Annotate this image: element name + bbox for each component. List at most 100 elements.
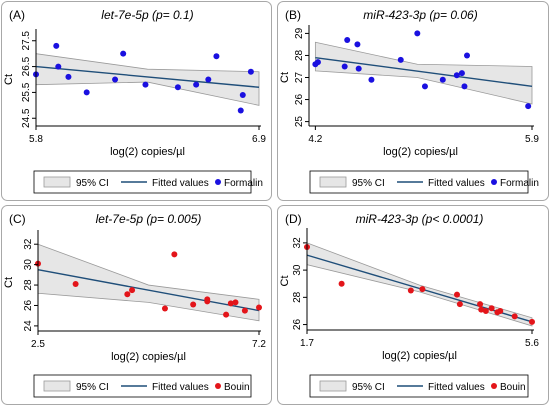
data-point <box>456 301 463 308</box>
data-point <box>205 76 212 83</box>
data-point <box>511 313 518 320</box>
data-point <box>53 42 60 49</box>
data-point <box>190 301 197 308</box>
x-tick-label: 5.9 <box>525 134 539 145</box>
data-point <box>232 299 239 306</box>
legend-ci-swatch <box>319 380 347 392</box>
data-point <box>142 81 149 88</box>
legend-ci-label: 95% CI <box>76 382 109 393</box>
data-point <box>227 300 234 307</box>
data-point <box>355 65 362 72</box>
panel-letter: (D) <box>285 212 302 226</box>
data-point <box>419 286 426 293</box>
x-tick-label: 1.7 <box>300 338 314 349</box>
data-point <box>83 89 90 96</box>
legend-ci-label: 95% CI <box>352 178 385 189</box>
y-tick-label: 26 <box>23 299 34 311</box>
data-point <box>204 296 211 303</box>
x-axis-label: log(2) copies/µl <box>383 146 458 158</box>
data-point <box>223 311 230 318</box>
data-point <box>368 76 375 83</box>
y-tick-label: 26.5 <box>21 56 32 76</box>
data-point <box>497 307 504 314</box>
data-point <box>72 281 79 288</box>
data-point <box>397 56 404 63</box>
chart-title: miR-423-3p (p= 0.06) <box>363 8 477 22</box>
y-tick-label: 32 <box>23 238 34 250</box>
panel-frame <box>1 1 272 201</box>
y-tick-label: 29 <box>294 27 305 39</box>
data-point <box>341 63 348 70</box>
y-tick-label: 27 <box>294 72 305 84</box>
data-point <box>239 92 246 98</box>
y-tick-label: 30 <box>23 259 34 271</box>
legend: 95% CI Fitted values Formalin <box>33 170 263 194</box>
legend-ci-swatch <box>43 380 71 392</box>
data-point <box>314 59 321 66</box>
legend-fit-label: Fitted values <box>428 382 485 393</box>
legend-ci-swatch <box>43 176 71 188</box>
y-tick-label: 28 <box>23 279 34 291</box>
chart-panel-2: (B) miR-423-3p (p= 0.06) 25 26 27 28 29 4.2 5.9 C… <box>277 1 549 201</box>
data-point <box>407 287 414 294</box>
data-point <box>488 305 495 312</box>
legend: 95% CI Fitted values Bouin <box>33 374 252 398</box>
legend-point-swatch <box>215 179 221 185</box>
data-point <box>525 103 532 110</box>
y-tick-label: 30 <box>292 264 303 276</box>
y-axis-label: Ct <box>3 277 15 288</box>
fitted-line <box>315 56 533 88</box>
chart-panel-4: (D) miR-423-3p (p< 0.0001) 26 28 30 32 1.7 5.6 C… <box>277 205 549 405</box>
data-point <box>241 307 248 314</box>
data-point <box>344 37 351 44</box>
legend: 95% CI Fitted values Bouin <box>309 374 529 398</box>
data-point <box>529 318 535 325</box>
data-point <box>247 68 254 75</box>
legend-point-swatch <box>215 383 221 389</box>
data-point <box>55 63 62 70</box>
chart-title: miR-423-3p (p< 0.0001) <box>356 212 484 226</box>
data-point <box>477 301 484 308</box>
x-axis-label: log(2) copies/µl <box>382 350 457 362</box>
legend-ci-swatch <box>319 176 347 188</box>
y-axis-label: Ct <box>3 74 15 85</box>
x-tick-label: 5.6 <box>525 338 539 349</box>
panel-letter: (A) <box>9 8 25 22</box>
data-point <box>256 304 262 311</box>
x-axis-label: log(2) copies/µl <box>111 351 186 363</box>
legend-ci-label: 95% CI <box>76 178 109 189</box>
x-axis-label: log(2) copies/µl <box>110 146 185 158</box>
data-point <box>124 291 131 298</box>
legend: 95% CI Fitted values Formalin <box>309 170 539 194</box>
fitted-line <box>35 65 260 88</box>
chart-title: let-7e-5p (p= 0.005) <box>96 212 202 226</box>
data-point <box>439 76 446 83</box>
panel-letter: (C) <box>9 212 26 226</box>
data-point <box>453 72 460 79</box>
fitted-line <box>37 269 260 312</box>
data-point <box>458 70 465 77</box>
y-tick-label: 26 <box>294 94 305 106</box>
x-tick-label: 5.8 <box>29 134 43 145</box>
data-point <box>338 280 345 287</box>
data-point <box>414 30 421 37</box>
data-point <box>478 306 485 313</box>
data-point <box>171 251 178 258</box>
legend-group-label: Bouin <box>224 382 250 393</box>
data-point <box>482 307 489 314</box>
legend-group-label: Formalin <box>224 178 263 189</box>
x-tick-label: 6.9 <box>252 134 266 145</box>
x-tick-label: 2.5 <box>31 339 45 350</box>
y-tick-label: 26 <box>292 319 303 331</box>
legend-group-label: Bouin <box>500 382 526 393</box>
y-tick-label: 25.5 <box>21 82 32 102</box>
legend-point-swatch <box>491 383 497 389</box>
chart-panel-3: (C) let-7e-5p (p= 0.005) 24 26 28 30 32 2.5 7.2 C… <box>1 205 272 405</box>
y-axis-label: Ct <box>279 72 291 83</box>
data-point <box>161 305 168 312</box>
data-point <box>421 83 428 90</box>
y-tick-label: 24.5 <box>21 108 32 128</box>
legend-fit-label: Fitted values <box>152 382 209 393</box>
x-tick-label: 4.2 <box>308 134 322 145</box>
